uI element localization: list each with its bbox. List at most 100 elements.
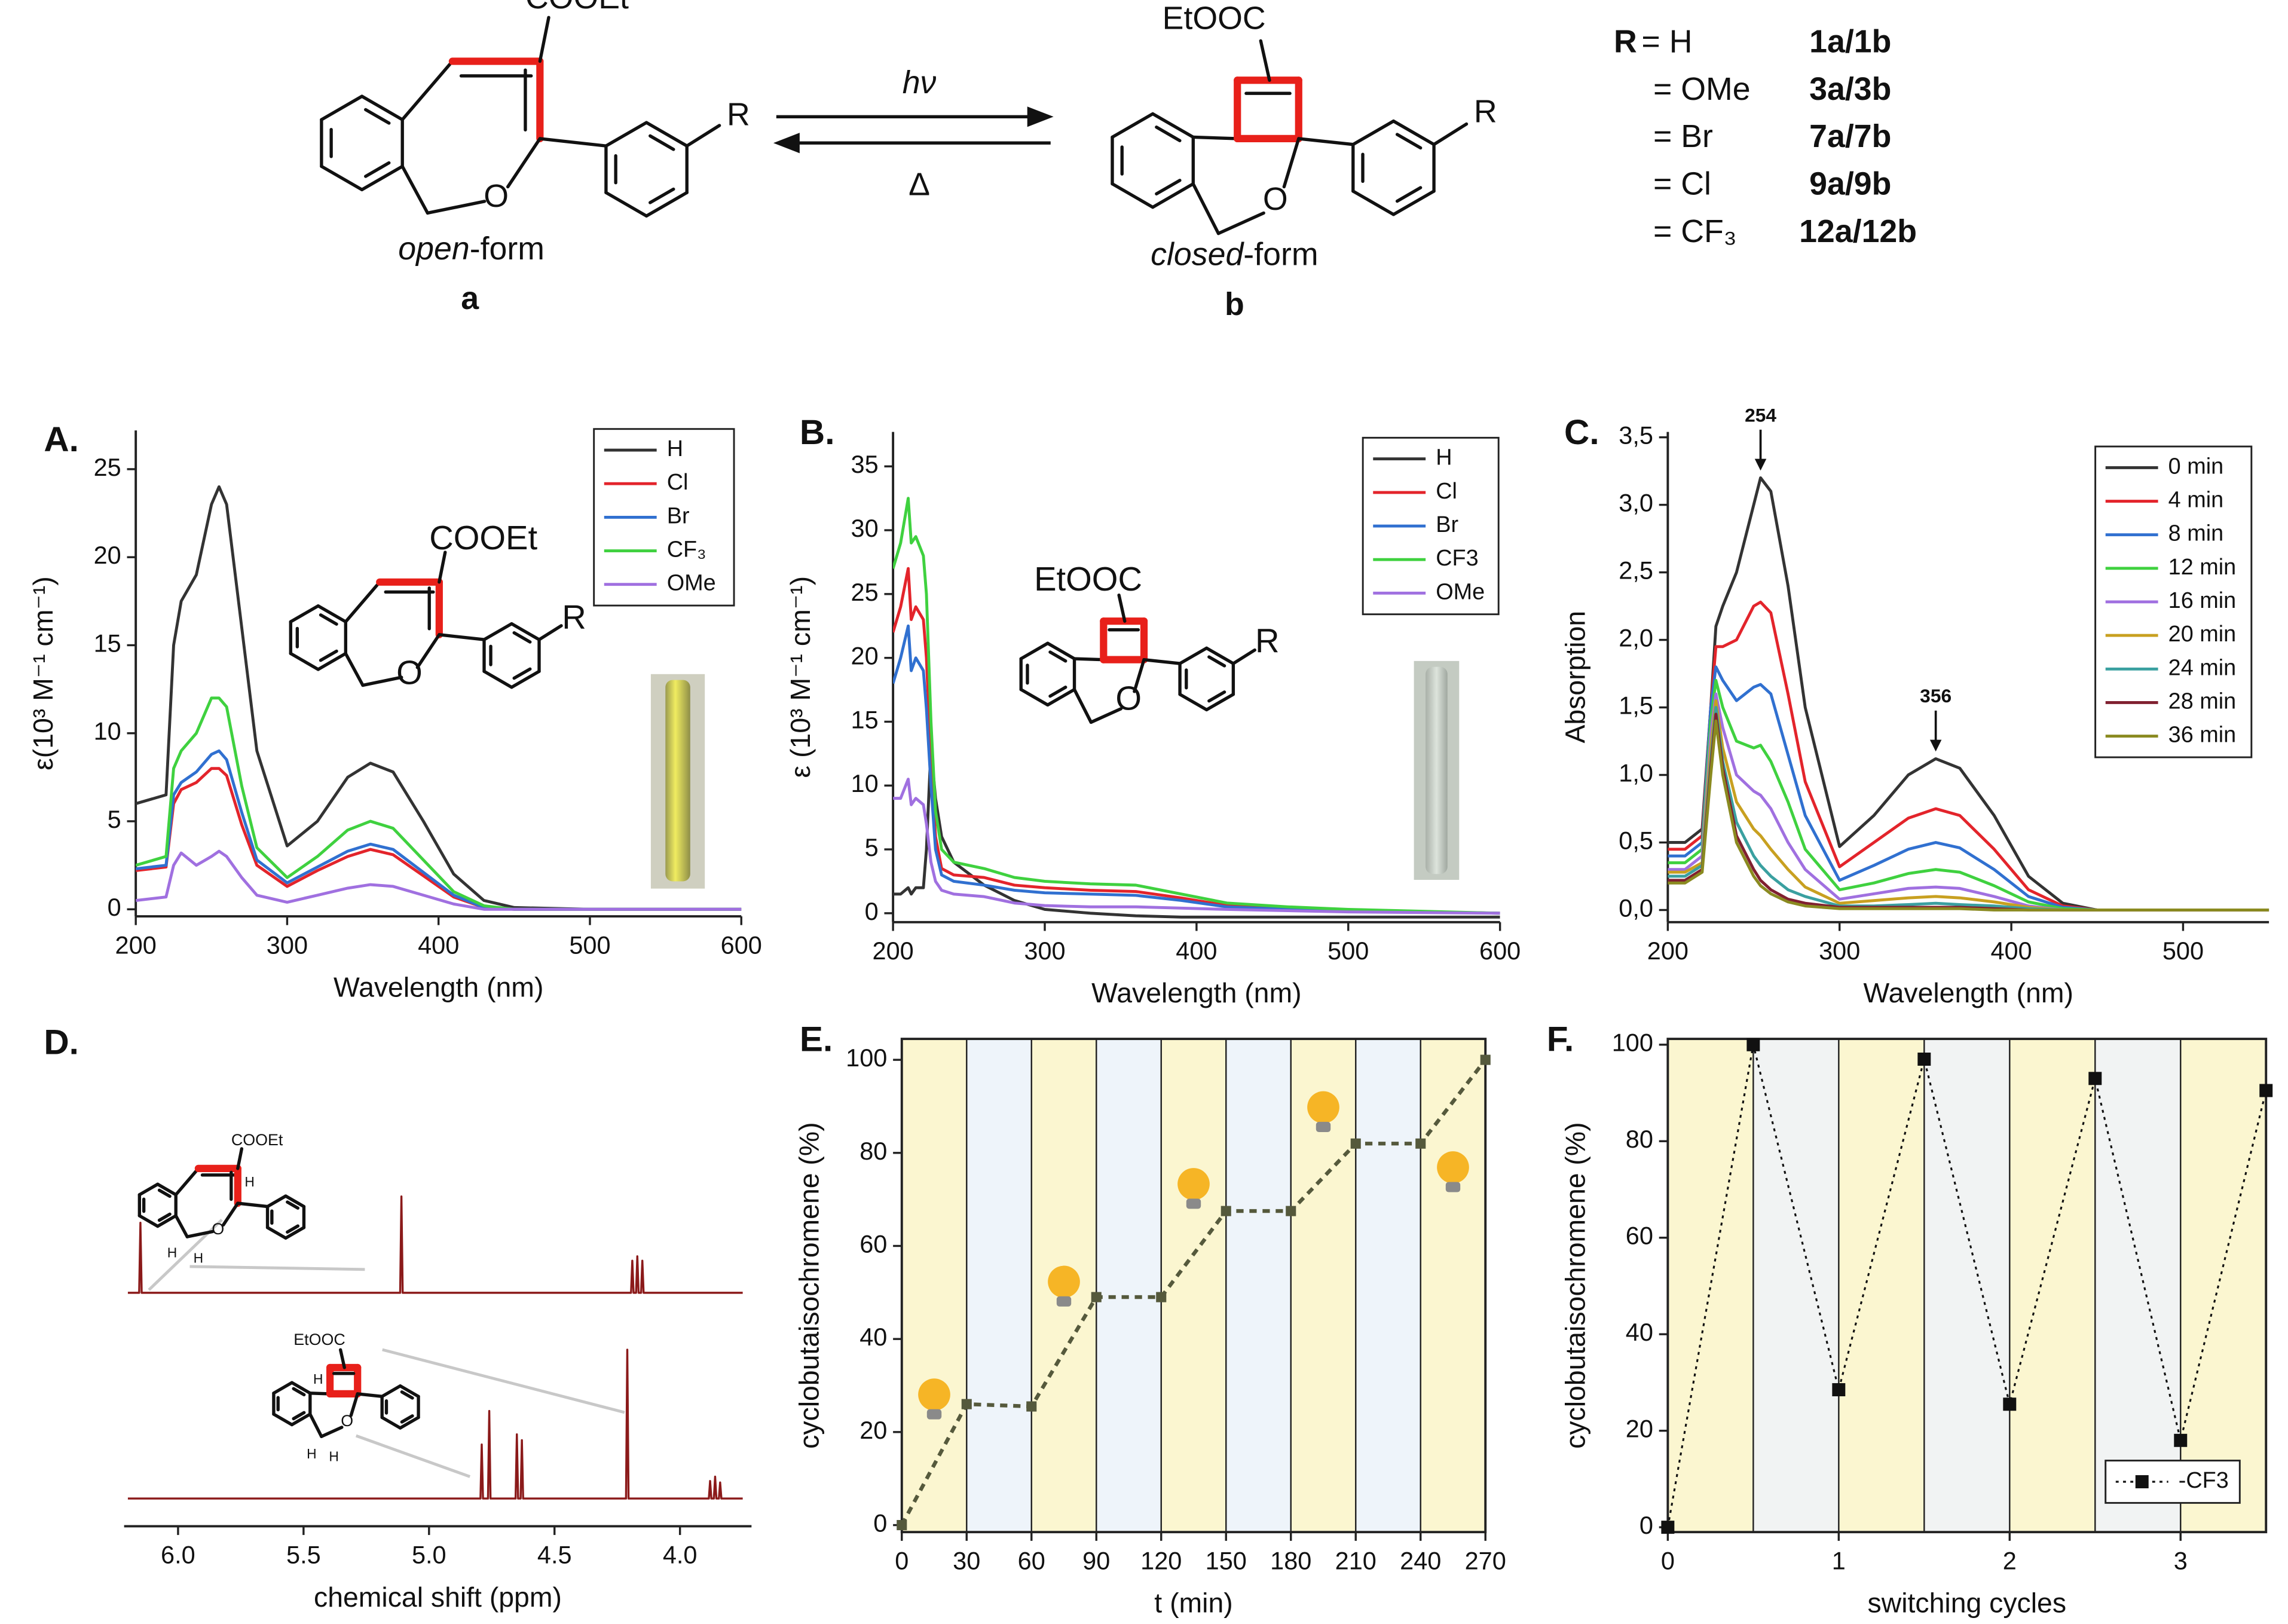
legend-label: 24 min <box>2168 655 2237 680</box>
phase-band <box>2180 1039 2266 1533</box>
point <box>1026 1401 1037 1412</box>
legend-label: 4 min <box>2168 488 2224 513</box>
compound-pair: 12a/12b <box>1799 213 1917 249</box>
x-axis-label: t (min) <box>1154 1588 1232 1619</box>
bond <box>398 1384 420 1398</box>
bond <box>286 1224 300 1234</box>
light-bulb-icon <box>1048 1265 1080 1307</box>
x-tick-label: 500 <box>2162 937 2204 965</box>
structure: COOEt O R <box>289 519 586 692</box>
compound-pair: 7a/7b <box>1809 118 1891 154</box>
plot-area <box>136 485 742 911</box>
x-tick-label: 400 <box>1176 937 1217 965</box>
point <box>2259 1084 2273 1097</box>
structure: EtOOC O R <box>1111 0 1497 236</box>
x-tick-label: 180 <box>1270 1546 1311 1574</box>
bond <box>344 652 365 687</box>
point <box>961 1399 972 1409</box>
legend-label: 8 min <box>2168 521 2224 546</box>
compound-pair: 3a/3b <box>1809 71 1891 107</box>
bond <box>356 1392 384 1398</box>
bond <box>308 1412 323 1438</box>
bond <box>272 1381 294 1395</box>
x-tick-label: 5.5 <box>286 1541 321 1569</box>
bond <box>400 164 430 215</box>
light-bulb-icon <box>1307 1091 1339 1132</box>
y-tick-label: 0,0 <box>1619 894 1653 922</box>
form-name: open-form <box>398 231 545 267</box>
x-tick-label: 200 <box>1647 937 1689 965</box>
peak-arrow-head <box>1929 739 1942 752</box>
bond <box>1432 122 1469 146</box>
bond <box>1351 189 1396 216</box>
x-tick-label: 120 <box>1140 1546 1182 1574</box>
y-tick-label: 5 <box>108 805 121 833</box>
x-tick-label: 240 <box>1400 1546 1441 1574</box>
atom-label: H <box>167 1245 177 1261</box>
bond <box>438 633 486 641</box>
bond <box>290 1412 312 1427</box>
y-tick-label: 100 <box>1612 1029 1653 1057</box>
bond <box>236 1201 270 1209</box>
atom-label: EtOOC <box>1034 560 1142 598</box>
bond <box>284 1194 306 1209</box>
bond <box>1133 657 1146 693</box>
y-axis-label: Absorption <box>1559 611 1590 744</box>
assignment-arrow <box>382 1348 625 1414</box>
bond <box>360 164 404 192</box>
atom-label: R <box>727 96 750 132</box>
x-tick-label: 300 <box>267 931 308 959</box>
x-tick-label: 0 <box>1661 1546 1675 1574</box>
legend-label: OMe <box>1436 579 1485 604</box>
plot-area <box>1668 476 2269 912</box>
point <box>2088 1072 2102 1085</box>
bond <box>398 1415 420 1430</box>
legend-label: 0 min <box>2168 454 2224 479</box>
point <box>1832 1383 1846 1397</box>
bond <box>1191 182 1221 236</box>
y-axis-label: ε (10³ M⁻¹ cm⁻¹) <box>785 576 816 778</box>
x-tick-label: 150 <box>1206 1546 1247 1574</box>
y-tick-label: 80 <box>859 1137 887 1165</box>
x-tick-label: 500 <box>569 931 610 959</box>
legend-label: Br <box>667 503 690 528</box>
peak-arrow-head <box>1754 458 1767 471</box>
bond <box>1048 686 1067 698</box>
legend: H Cl Br CF3 OMe <box>1362 436 1500 616</box>
bulb-base <box>1056 1296 1072 1307</box>
y-tick-label: 3,5 <box>1619 421 1653 449</box>
plot-area <box>893 497 1500 919</box>
point <box>1415 1138 1426 1149</box>
bond <box>1072 657 1106 662</box>
legend-label: CF3 <box>1436 546 1478 571</box>
series-line <box>893 624 1500 915</box>
bond <box>320 164 364 192</box>
series-line <box>136 749 742 911</box>
plot-frame <box>900 1038 1487 1534</box>
legend-label: CF₃ <box>667 537 706 562</box>
atom-label: O <box>212 1220 224 1238</box>
phase-band <box>1096 1039 1161 1533</box>
series-line <box>1668 719 2269 912</box>
bond <box>1046 641 1076 660</box>
phase-band <box>966 1039 1032 1533</box>
x-tick-label: 270 <box>1465 1546 1506 1574</box>
bond <box>1155 179 1182 196</box>
compound-pair: 9a/9b <box>1809 166 1891 201</box>
panel-label: E. <box>800 1020 833 1059</box>
x-tick-label: 2 <box>2003 1546 2017 1574</box>
structure: EtOOC O R <box>1019 560 1280 724</box>
x-tick-label: 6.0 <box>161 1541 195 1569</box>
bond <box>1142 657 1182 665</box>
phase-band <box>2095 1039 2181 1533</box>
bond <box>1048 650 1067 663</box>
plot-frame <box>1666 1038 2268 1534</box>
point <box>1661 1521 1675 1534</box>
point <box>1480 1054 1491 1065</box>
y-tick-label: 2,5 <box>1619 556 1653 585</box>
bond <box>685 124 721 148</box>
x-tick-label: 4.5 <box>537 1541 572 1569</box>
substituent: = H <box>1641 23 1692 59</box>
bond <box>1111 112 1155 139</box>
